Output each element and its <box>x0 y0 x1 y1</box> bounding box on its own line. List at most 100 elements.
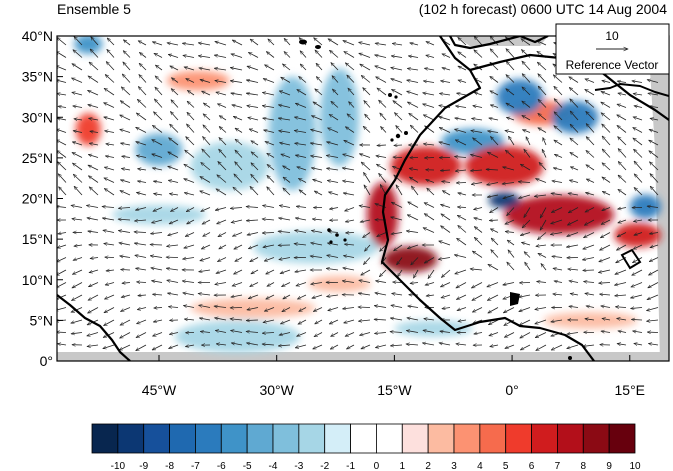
wind-vector <box>490 105 499 108</box>
wind-vector <box>537 62 547 71</box>
wind-vector <box>380 113 387 121</box>
wind-vector <box>488 131 499 133</box>
wind-vector <box>342 168 355 171</box>
wind-vector <box>408 56 419 58</box>
wind-vector <box>391 68 403 71</box>
wind-vector <box>215 80 227 82</box>
wind-vector <box>586 137 595 146</box>
wind-vector <box>439 343 451 346</box>
wind-vector <box>219 244 227 250</box>
wind-vector <box>505 150 515 158</box>
wind-vector <box>599 283 611 284</box>
wind-vector <box>487 282 499 287</box>
wind-vector <box>171 78 179 83</box>
wind-vector <box>428 269 435 279</box>
wind-vector <box>217 103 227 108</box>
colorbar-label: -2 <box>320 461 329 471</box>
wind-vector <box>505 219 515 225</box>
wind-vector <box>470 155 483 158</box>
wind-vector <box>646 307 659 311</box>
colorbar-label: -10 <box>111 461 126 471</box>
wind-vector <box>520 163 531 171</box>
wind-vector <box>74 119 83 120</box>
wind-vector <box>490 49 499 58</box>
wind-vector <box>187 101 195 108</box>
wind-vector <box>554 99 563 108</box>
wind-vector <box>295 143 307 145</box>
wind-vector <box>88 105 99 108</box>
wind-vector <box>457 214 467 221</box>
wind-vector <box>267 187 275 196</box>
wind-vector <box>345 207 355 212</box>
wind-vector <box>295 155 307 158</box>
wind-vector <box>487 182 499 185</box>
wind-vector <box>139 63 147 71</box>
wind-vector <box>248 117 259 121</box>
wind-vector <box>602 318 611 320</box>
wind-vector <box>183 258 195 260</box>
anomaly-region-24 <box>382 246 438 273</box>
wind-vector <box>246 220 259 221</box>
wind-vector <box>185 345 195 347</box>
wind-vector <box>566 244 579 247</box>
colorbar-label: 0 <box>374 461 380 471</box>
wind-vector <box>552 256 563 257</box>
wind-vector <box>488 307 499 314</box>
wind-vector <box>120 129 131 133</box>
wind-vector <box>138 295 147 296</box>
wind-vector <box>391 233 403 235</box>
wind-vector <box>107 49 115 58</box>
wind-vector <box>152 344 163 351</box>
wind-vector <box>471 183 483 185</box>
wind-vector <box>203 232 211 237</box>
wind-vector <box>586 124 595 133</box>
lake-chad-outline <box>620 248 642 270</box>
wind-vector <box>458 225 467 233</box>
wind-vector <box>262 106 275 108</box>
wind-vector <box>137 181 147 182</box>
wind-vector <box>358 307 371 308</box>
wind-vector <box>538 127 547 133</box>
wind-vector <box>184 179 195 183</box>
wind-vector <box>585 79 595 83</box>
wind-vector <box>441 269 451 277</box>
wind-vector <box>74 186 83 196</box>
wind-vector <box>455 129 467 133</box>
anomaly-region-11 <box>135 133 183 166</box>
wind-vector <box>278 105 291 108</box>
reference-vector-label: Reference Vector <box>566 58 659 72</box>
wind-vector <box>235 139 243 146</box>
wind-vector <box>169 138 179 146</box>
wind-vector <box>554 126 563 133</box>
wind-vector <box>57 269 67 275</box>
wind-vector <box>569 180 579 183</box>
wind-vector <box>201 207 211 212</box>
wind-vector <box>135 207 147 211</box>
wind-vector <box>455 269 467 274</box>
wind-vector <box>57 150 67 158</box>
wind-vector <box>490 90 499 96</box>
wind-vector <box>423 81 435 83</box>
wind-vector <box>264 257 275 262</box>
wind-vector <box>583 244 595 249</box>
wind-vector <box>262 333 275 334</box>
wind-vector <box>88 76 99 83</box>
wind-vector <box>586 178 595 183</box>
wind-vector <box>267 175 275 183</box>
colorbar-swatch <box>220 423 248 454</box>
wind-vector <box>182 43 195 45</box>
wind-vector <box>246 331 259 332</box>
wind-vector <box>246 343 259 346</box>
wind-vector <box>424 158 435 159</box>
wind-vector <box>203 137 211 146</box>
wind-vector <box>182 281 195 283</box>
islands <box>299 39 572 360</box>
wind-vector <box>409 113 419 121</box>
wind-vector <box>88 89 99 96</box>
wind-vector <box>631 308 643 309</box>
colorbar-label: 3 <box>451 461 457 471</box>
wind-vector <box>57 140 67 146</box>
wind-vector <box>279 257 291 260</box>
wind-vector <box>296 282 307 286</box>
wind-vector <box>521 39 531 46</box>
